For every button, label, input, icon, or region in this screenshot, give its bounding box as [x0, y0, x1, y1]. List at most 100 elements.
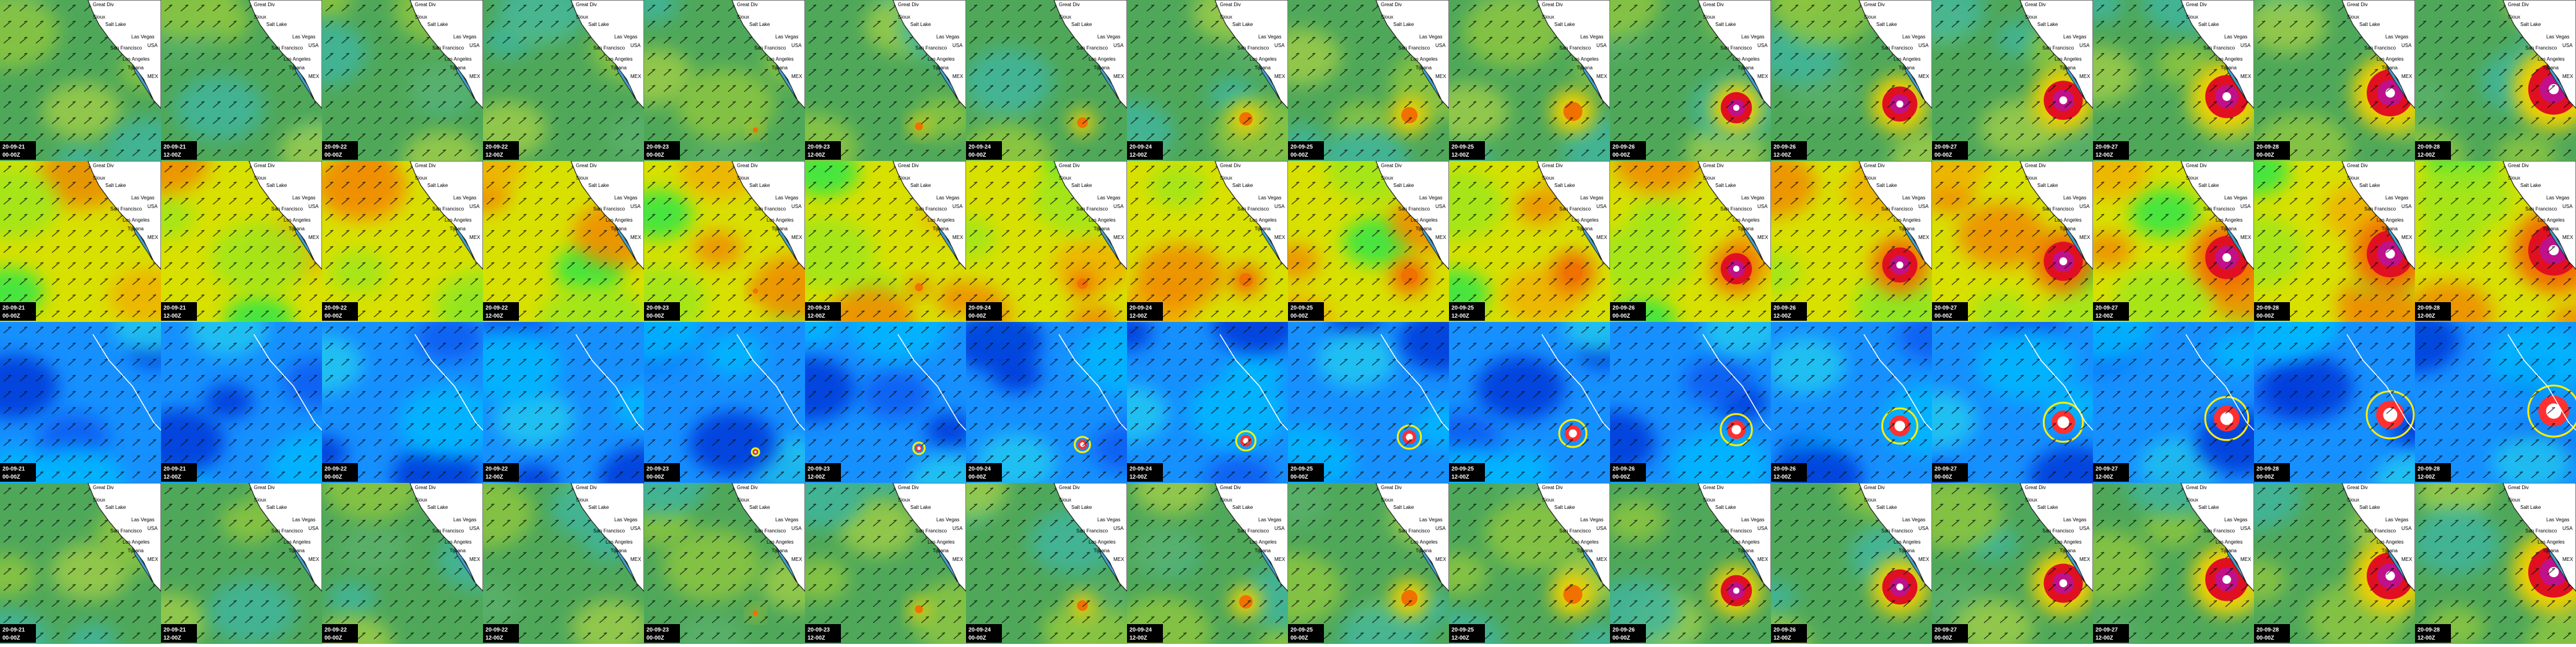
place-label: Salt Lake	[1393, 505, 1414, 510]
place-label: Sioux	[254, 14, 266, 20]
place-label: Sioux	[2025, 497, 2037, 503]
gulf	[1259, 225, 1280, 261]
gulf	[2386, 547, 2407, 583]
place-label: Salt Lake	[2359, 22, 2380, 27]
place-label: USA	[2562, 526, 2573, 531]
map-tile: 20-09-25 12-00Z	[1449, 322, 1610, 483]
place-label: MEX	[1274, 235, 1286, 240]
coastline	[2185, 334, 2254, 431]
place-label: Salt Lake	[910, 505, 931, 510]
frame-date: 20-09-26	[1612, 144, 1635, 150]
place-label: Sioux	[1542, 175, 1554, 181]
label-box	[1127, 302, 1163, 321]
label-box	[1127, 463, 1163, 482]
frame-time: 12-00Z	[807, 313, 825, 319]
frame-time: 12-00Z	[485, 474, 503, 480]
place-label: San Francisco	[2203, 528, 2235, 534]
place-label: USA	[630, 43, 641, 48]
place-label: Great Div	[93, 2, 114, 7]
place-label: Las Vegas	[292, 195, 315, 201]
place-label: Las Vegas	[775, 34, 798, 40]
frame-date: 20-09-26	[1773, 627, 1796, 633]
place-label: Tijuana	[933, 65, 949, 71]
place-label: Los Angeles	[1411, 56, 1438, 62]
place-label: MEX	[1918, 557, 1930, 562]
place-label: MEX	[308, 74, 320, 79]
place-label: San Francisco	[2525, 206, 2557, 212]
place-label: Great Div	[898, 2, 919, 7]
gulf	[937, 547, 958, 583]
label-box	[322, 302, 358, 321]
frame-date: 20-09-25	[1290, 466, 1313, 472]
frame-date: 20-09-22	[485, 305, 508, 311]
place-label: Salt Lake	[749, 505, 770, 510]
place-label: Tijuana	[289, 548, 305, 554]
label-box	[1610, 463, 1646, 482]
label-box	[1288, 302, 1324, 321]
coastline	[1541, 334, 1610, 431]
wind-arrows	[1932, 322, 2093, 483]
gulf	[1581, 64, 1602, 100]
place-label: MEX	[791, 74, 803, 79]
place-label: Great Div	[898, 163, 919, 168]
place-label: USA	[952, 43, 963, 48]
place-label: Sioux	[2508, 497, 2520, 503]
wind-arrows	[1771, 322, 1932, 483]
place-label: San Francisco	[915, 45, 947, 51]
place-label: USA	[1113, 526, 1124, 531]
place-label: MEX	[2401, 74, 2413, 79]
place-label: USA	[2401, 526, 2412, 531]
place-label: USA	[1596, 204, 1607, 209]
frame-date: 20-09-24	[1129, 305, 1152, 311]
place-label: Los Angeles	[1411, 217, 1438, 223]
place-label: San Francisco	[754, 45, 786, 51]
place-label: MEX	[1918, 235, 1930, 240]
place-label: Las Vegas	[1902, 34, 1925, 40]
place-label: Tijuana	[1255, 548, 1271, 554]
gulf	[293, 64, 314, 100]
place-label: San Francisco	[2364, 528, 2396, 534]
place-label: Salt Lake	[1071, 22, 1092, 27]
place-label: San Francisco	[1881, 206, 1913, 212]
coastline	[1863, 334, 1932, 431]
place-label: Great Div	[576, 163, 597, 168]
place-label: Tijuana	[450, 65, 466, 71]
label-box	[2254, 302, 2290, 321]
place-label: Tijuana	[2543, 548, 2559, 554]
place-label: USA	[1274, 526, 1285, 531]
gulf	[2064, 547, 2085, 583]
place-label: San Francisco	[754, 206, 786, 212]
place-label: Los Angeles	[445, 539, 472, 545]
place-label: MEX	[308, 557, 320, 562]
gulf	[1742, 225, 1763, 261]
place-label: Tijuana	[611, 548, 627, 554]
place-label: Tijuana	[1899, 226, 1915, 232]
label-box	[1771, 141, 1807, 160]
label-box	[1127, 624, 1163, 643]
place-label: MEX	[1596, 235, 1608, 240]
label-box	[1932, 624, 1968, 643]
frame-date: 20-09-23	[807, 144, 830, 150]
frame-date: 20-09-21	[163, 305, 186, 311]
label-box	[0, 302, 36, 321]
frame-time: 00-00Z	[646, 313, 664, 319]
place-label: Tijuana	[933, 548, 949, 554]
place-label: Salt Lake	[266, 183, 287, 188]
place-label: USA	[1757, 526, 1768, 531]
place-label: San Francisco	[2042, 206, 2074, 212]
place-label: Salt Lake	[2520, 183, 2541, 188]
place-label: Great Div	[737, 2, 758, 7]
frame-time: 00-00Z	[1934, 152, 1952, 158]
place-label: Sioux	[898, 497, 910, 503]
place-label: MEX	[2562, 557, 2574, 562]
coastline	[92, 334, 161, 431]
place-label: Tijuana	[128, 226, 144, 232]
place-label: Great Div	[2186, 2, 2207, 7]
coastline	[1380, 334, 1449, 431]
frame-time: 00-00Z	[968, 152, 986, 158]
